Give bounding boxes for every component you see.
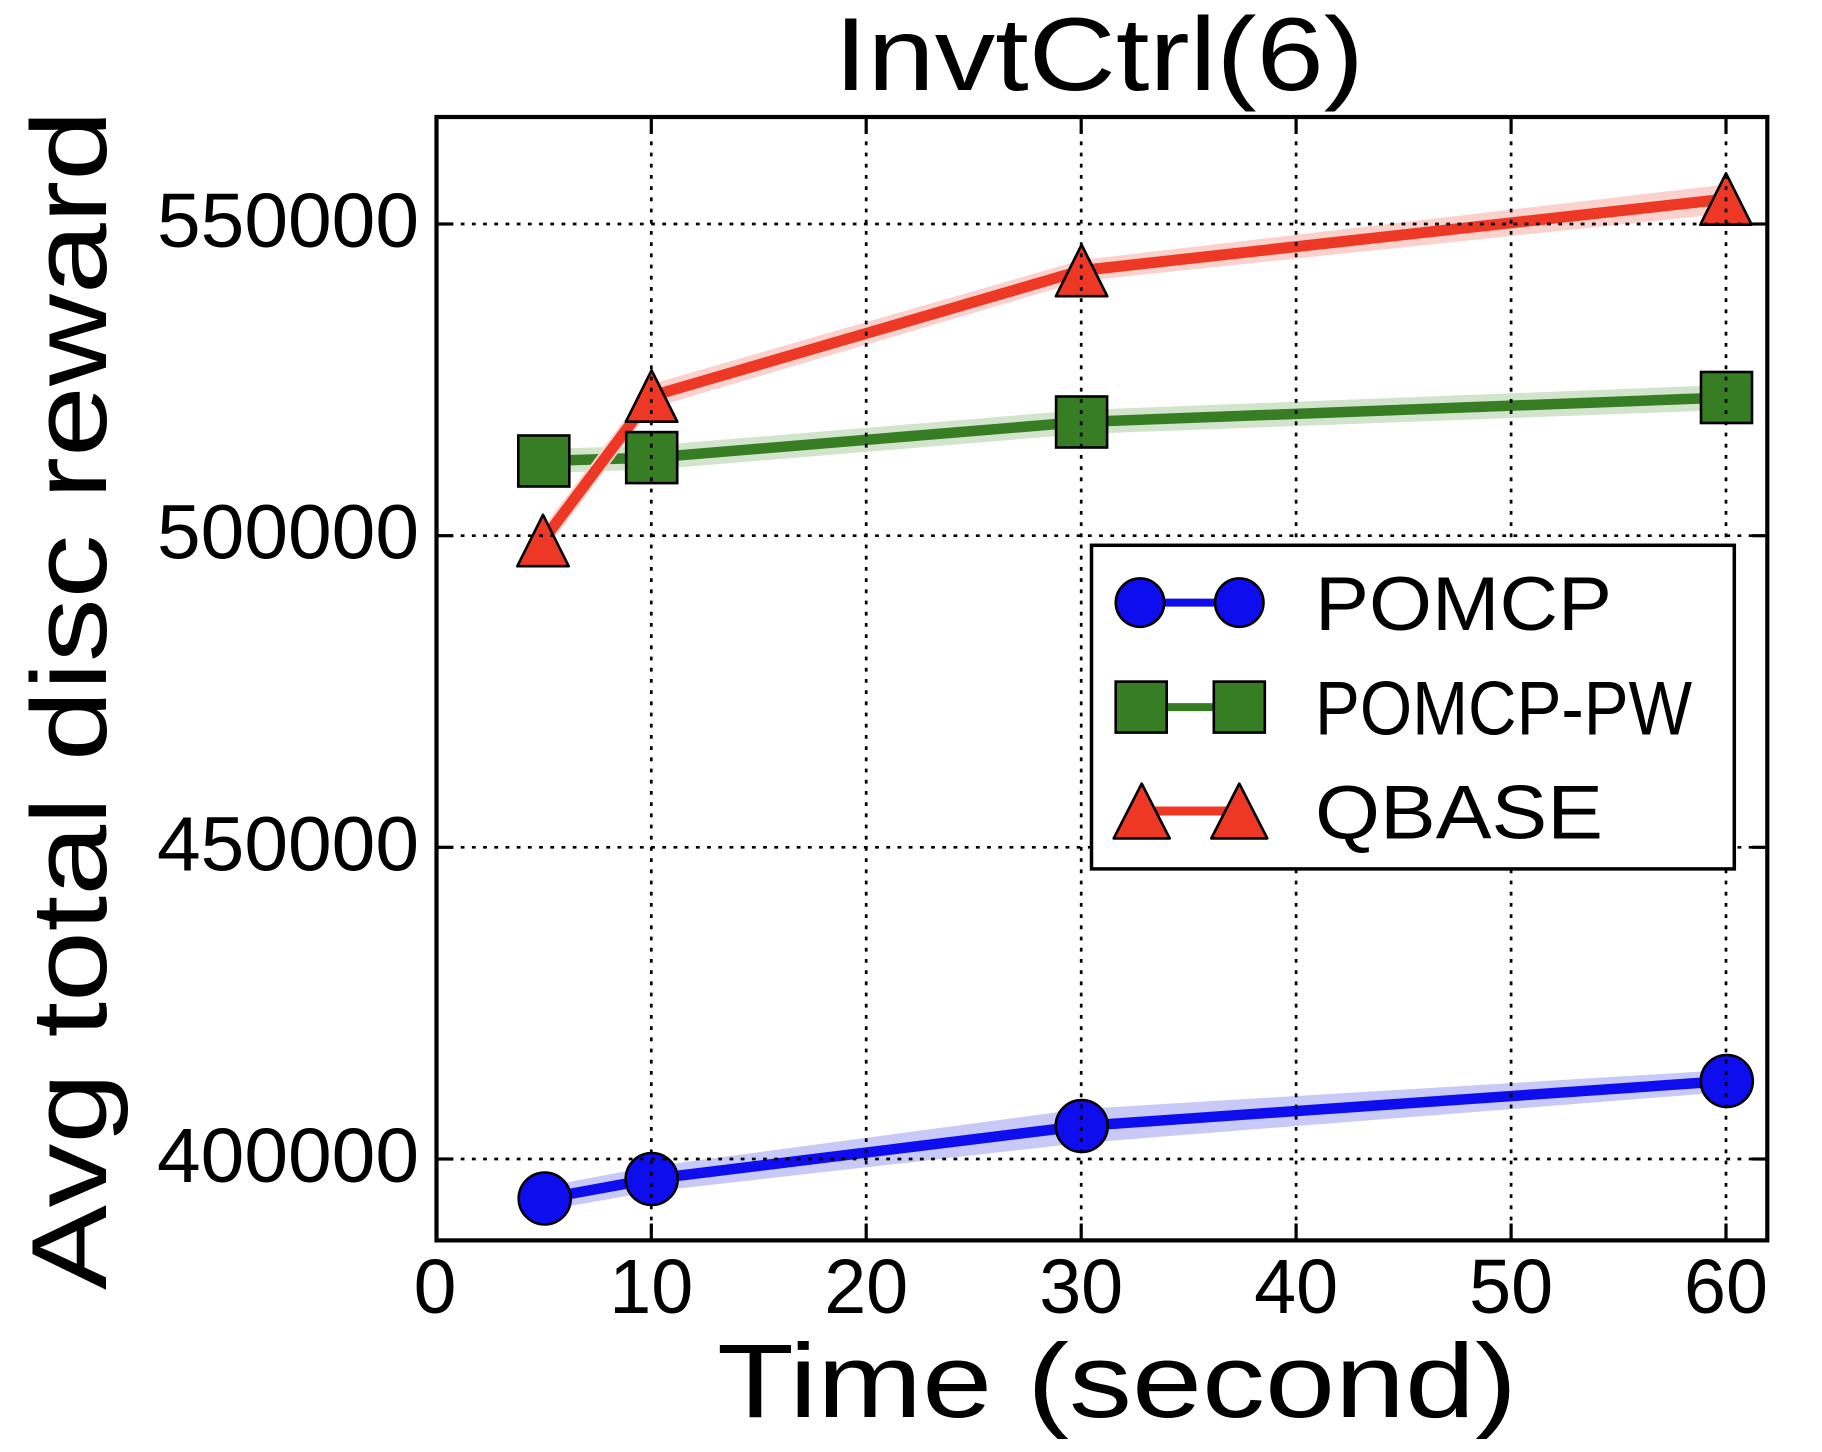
svg-text:20: 20 [824,1244,908,1330]
svg-text:550000: 550000 [157,178,419,264]
svg-text:POMCP-PW: POMCP-PW [1315,667,1692,752]
svg-text:450000: 450000 [157,801,419,887]
svg-text:40: 40 [1254,1244,1338,1330]
svg-text:400000: 400000 [157,1113,419,1199]
svg-text:InvtCtrl(6): InvtCtrl(6) [834,0,1364,113]
svg-text:30: 30 [1039,1244,1123,1330]
svg-text:50: 50 [1469,1244,1553,1330]
svg-text:0: 0 [414,1244,457,1330]
svg-text:10: 10 [609,1244,693,1330]
svg-text:QBASE: QBASE [1315,771,1603,856]
svg-text:POMCP: POMCP [1315,562,1612,647]
svg-text:60: 60 [1684,1244,1768,1330]
svg-text:500000: 500000 [157,490,419,576]
svg-text:Avg total disc reward: Avg total disc reward [9,110,129,1290]
svg-text:Time (second): Time (second) [717,1323,1517,1440]
